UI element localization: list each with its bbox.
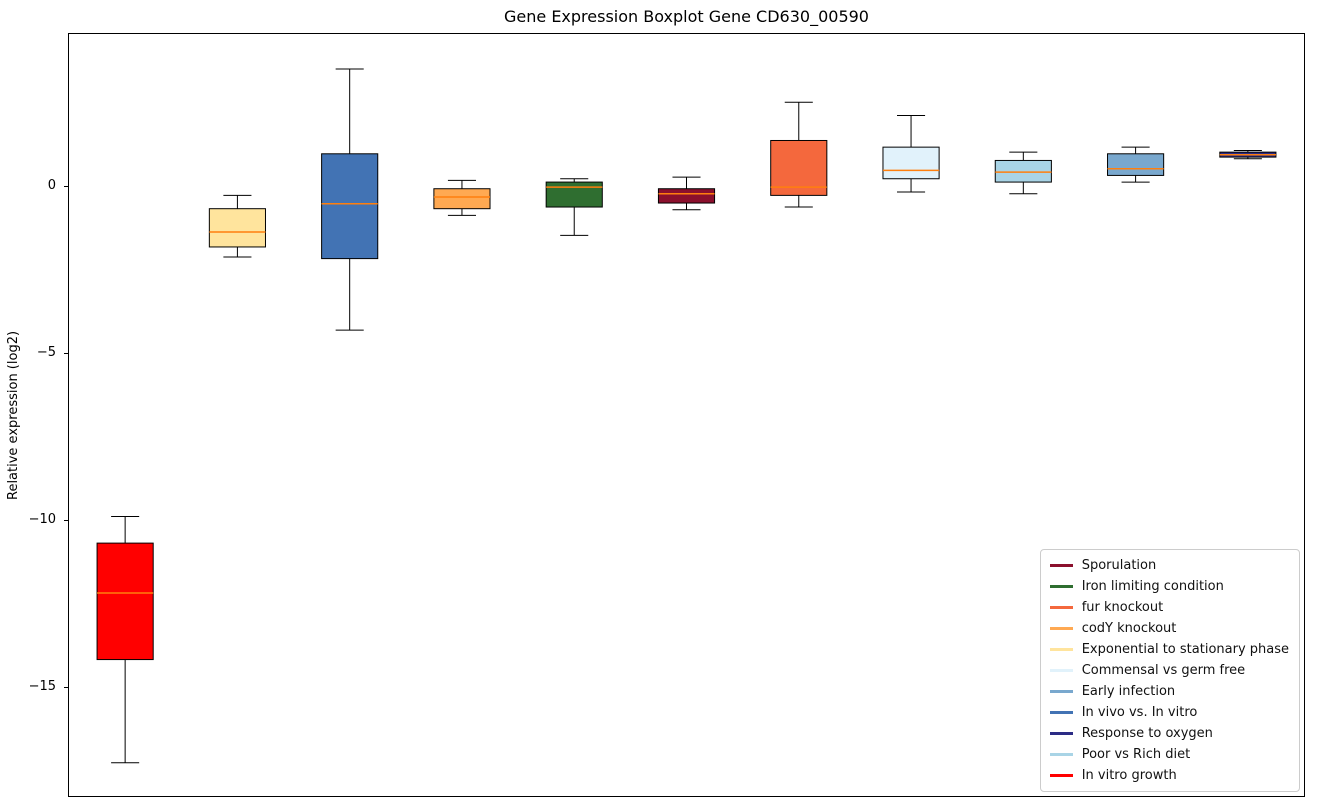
boxplot-series: [545, 178, 603, 236]
boxplot-series: [321, 68, 379, 331]
box: [882, 146, 940, 180]
box: [657, 188, 716, 204]
boxplot-series: [1107, 146, 1165, 183]
legend-label: codY knockout: [1081, 621, 1177, 636]
legend-swatch: [1049, 753, 1073, 756]
legend-swatch: [1049, 606, 1073, 609]
legend-item: fur knockout: [1049, 597, 1289, 618]
plot-area: Sporulation Iron limiting condition fur kn…: [68, 33, 1305, 797]
y-tick-label: 0: [47, 178, 56, 194]
y-tick-mark: [64, 686, 68, 688]
box: [994, 159, 1052, 183]
legend: Sporulation Iron limiting condition fur kn…: [1039, 549, 1300, 792]
y-tick-label: −5: [36, 345, 56, 361]
box: [545, 181, 603, 208]
boxplot-series: [433, 179, 491, 216]
legend-label: Commensal vs germ free: [1081, 663, 1246, 678]
box: [96, 542, 154, 661]
legend-label: Exponential to stationary phase: [1081, 642, 1289, 657]
chart-title: Gene Expression Boxplot Gene CD630_00590: [504, 7, 869, 26]
legend-swatch: [1049, 774, 1073, 777]
legend-item: Poor vs Rich diet: [1049, 744, 1289, 765]
y-tick-label: −10: [28, 512, 56, 528]
legend-swatch: [1049, 690, 1073, 693]
legend-swatch: [1049, 732, 1073, 735]
legend-item: Sporulation: [1049, 555, 1289, 576]
box: [1107, 153, 1165, 176]
legend-item: Iron limiting condition: [1049, 576, 1289, 597]
y-axis-ticks: 0 −5 −10 −15: [0, 33, 68, 797]
legend-swatch: [1049, 564, 1073, 567]
y-tick-mark: [64, 353, 68, 355]
legend-label: Iron limiting condition: [1081, 579, 1224, 594]
legend-item: Response to oxygen: [1049, 723, 1289, 744]
box: [770, 139, 828, 196]
legend-swatch: [1049, 648, 1073, 651]
legend-item: Commensal vs germ free: [1049, 660, 1289, 681]
boxplot-svg: [96, 68, 1277, 764]
legend-item: In vivo vs. In vitro: [1049, 702, 1289, 723]
box: [433, 188, 491, 210]
y-tick-mark: [64, 520, 68, 522]
boxplot-series: [657, 176, 716, 211]
legend-swatch: [1049, 585, 1073, 588]
boxplot-series: [882, 115, 940, 193]
boxplot-series: [770, 101, 828, 208]
legend-label: In vivo vs. In vitro: [1081, 705, 1198, 720]
legend-item: codY knockout: [1049, 618, 1289, 639]
box: [321, 153, 379, 260]
y-tick-mark: [64, 186, 68, 188]
box: [208, 208, 266, 248]
legend-swatch: [1049, 627, 1073, 630]
boxplot-series: [96, 515, 154, 764]
legend-label: Sporulation: [1081, 558, 1157, 573]
legend-swatch: [1049, 711, 1073, 714]
legend-item: In vitro growth: [1049, 765, 1289, 786]
legend-label: fur knockout: [1081, 600, 1164, 615]
y-tick-label: −15: [28, 678, 56, 694]
legend-item: Exponential to stationary phase: [1049, 639, 1289, 660]
legend-item: Early infection: [1049, 681, 1289, 702]
legend-swatch: [1049, 669, 1073, 672]
legend-label: Poor vs Rich diet: [1081, 747, 1191, 762]
boxplot-series: [1219, 149, 1277, 160]
legend-label: Response to oxygen: [1081, 726, 1213, 741]
boxplot-series: [994, 151, 1052, 195]
legend-label: Early infection: [1081, 684, 1176, 699]
boxplot-series: [208, 194, 266, 258]
legend-label: In vitro growth: [1081, 768, 1177, 783]
